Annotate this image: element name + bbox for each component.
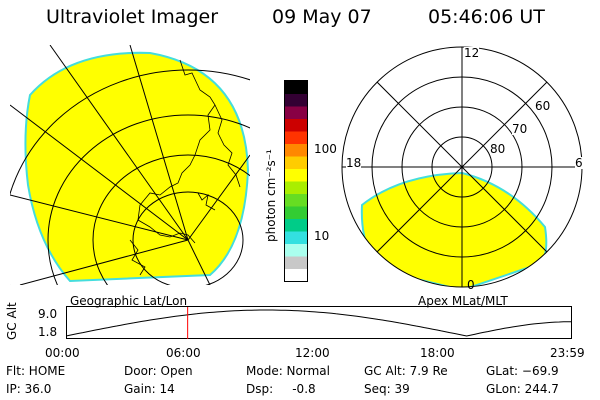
gain-label: Gain: 14 [124, 382, 175, 396]
door-label: Door: Open [124, 364, 193, 378]
colorbar-tick-10: 10 [314, 229, 330, 243]
colorbar [284, 80, 308, 282]
time-tick-0600: 06:00 [166, 346, 201, 360]
altitude-curve [66, 309, 572, 337]
altitude-tick-1-8: 1.8 [38, 325, 58, 339]
colorbar-swatch [285, 243, 307, 257]
colorbar-swatch [285, 218, 307, 232]
altitude-axis-label: GC Alt [5, 302, 19, 340]
altitude-frame [66, 306, 572, 339]
colorbar-swatch [285, 156, 307, 169]
mlat-label-70: 70 [512, 122, 528, 136]
colorbar-swatch [285, 118, 307, 132]
geographic-grid [10, 45, 250, 285]
colorbar-swatch [285, 181, 307, 194]
mlt-caption: Apex MLat/MLT [418, 294, 508, 308]
colorbar-swatch [285, 168, 307, 182]
mlt-label-6: 6 [575, 156, 583, 170]
colorbar-swatch [285, 143, 307, 157]
colorbar-tick-100: 100 [314, 142, 337, 156]
colorbar-swatch [285, 106, 307, 119]
time-tick-0000: 00:00 [45, 346, 80, 360]
colorbar-swatch [285, 268, 307, 282]
ip-label: IP: 36.0 [6, 382, 52, 396]
time-tick-1200: 12:00 [295, 346, 330, 360]
colorbar-swatch [285, 93, 307, 107]
glon-label: GLon: 244.7 [486, 382, 559, 396]
colorbar-swatch [285, 193, 307, 207]
dsp-label: Dsp: -0.8 [246, 382, 316, 396]
colorbar-swatch [285, 81, 307, 94]
colorbar-swatch [285, 131, 307, 144]
seq-label: Seq: 39 [364, 382, 410, 396]
time-label: 05:46:06 UT [428, 6, 545, 28]
gc-alt-label: GC Alt: 7.9 Re [364, 364, 448, 378]
altitude-tick-9: 9.0 [38, 307, 58, 321]
geographic-image-panel [10, 45, 250, 285]
mlt-label-18: 18 [346, 156, 362, 170]
polar-grid [341, 46, 583, 288]
colorbar-frame [284, 80, 308, 282]
coastline-outline [129, 59, 241, 276]
flight-label: Flt: HOME [6, 364, 66, 378]
instrument-title: Ultraviolet Imager [46, 6, 219, 28]
date-label: 09 May 07 [272, 6, 372, 28]
geographic-caption: Geographic Lat/Lon [70, 294, 188, 308]
time-tick-2359: 23:59 [550, 346, 585, 360]
mlat-label-60: 60 [535, 99, 551, 113]
colorbar-swatch [285, 256, 307, 269]
colorbar-swatch [285, 231, 307, 244]
colorbar-swatch [285, 206, 307, 219]
mlt-label-12: 12 [464, 46, 480, 60]
glat-label: GLat: −69.9 [486, 364, 559, 378]
time-tick-1800: 18:00 [420, 346, 455, 360]
altitude-plot [66, 306, 572, 339]
colorbar-unit-label: photon cm⁻²s⁻¹ [264, 149, 278, 242]
mlat-label-80: 80 [490, 142, 506, 156]
mode-label: Mode: Normal [246, 364, 330, 378]
mlt-label-0: 0 [467, 278, 475, 292]
mlat-mlt-polar-panel [341, 46, 583, 288]
